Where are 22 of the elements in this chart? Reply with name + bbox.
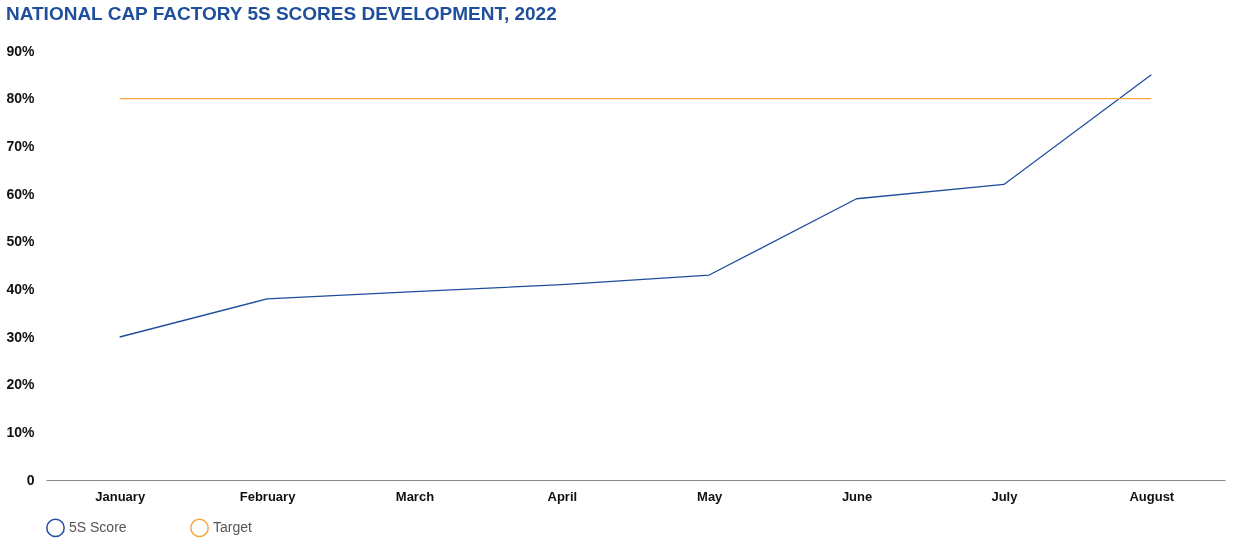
y-tick-label: 10%	[6, 423, 36, 440]
y-tick-label: 70%	[6, 137, 36, 154]
y-tick-label: 0	[26, 471, 35, 488]
y-tick-label: 80%	[6, 90, 36, 107]
y-tick-label: 50%	[6, 233, 36, 250]
legend-label: 5S Score	[69, 518, 127, 535]
x-tick-label: March	[395, 488, 435, 504]
y-tick-label: 20%	[6, 376, 36, 393]
x-tick-label: July	[991, 488, 1019, 504]
x-tick-label: January	[95, 488, 146, 504]
chart-title: NATIONAL CAP FACTORY 5S SCORES DEVELOPMENT, 2022	[5, 3, 557, 24]
y-tick-label: 90%	[6, 42, 36, 59]
y-tick-label: 30%	[6, 328, 36, 345]
x-tick-label: May	[697, 488, 724, 504]
x-tick-label: August	[1129, 488, 1175, 504]
line-series	[119, 74, 1152, 338]
y-tick-label: 60%	[6, 185, 36, 202]
y-tick-label: 40%	[6, 280, 36, 297]
legend-label: Target	[213, 518, 253, 535]
x-tick-label: February	[239, 488, 297, 504]
x-tick-label: April	[547, 488, 578, 504]
x-tick-label: June	[841, 488, 873, 504]
